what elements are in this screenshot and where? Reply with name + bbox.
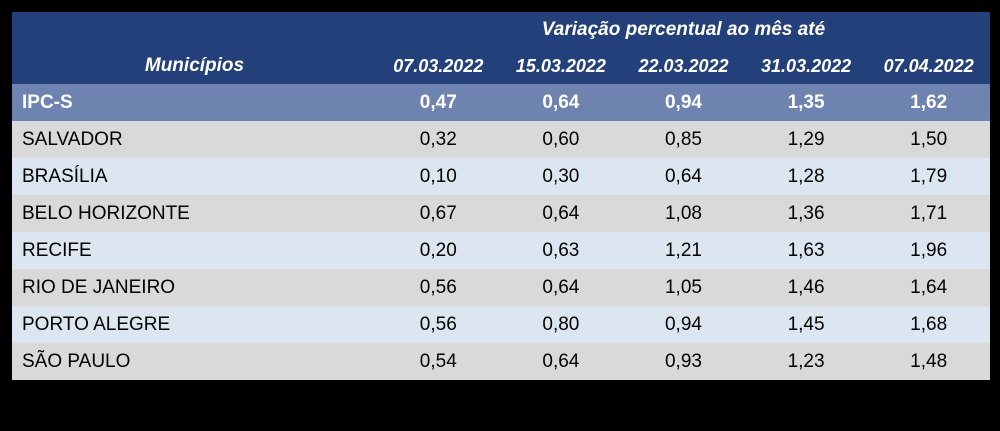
table-header: Variação percentual ao mês até Município… xyxy=(12,12,990,84)
table-cell: 0,85 xyxy=(664,128,702,150)
table-cell: 1,35 xyxy=(787,91,825,113)
table-cell: 1,46 xyxy=(787,276,825,298)
table-cell: 1,45 xyxy=(787,313,825,335)
table-row-ipcs: IPC-S 0,47 0,64 0,94 1,35 1,62 xyxy=(12,84,990,121)
table-cell: 1,63 xyxy=(787,239,825,261)
table-header-columns-row: Municípios 07.03.2022 15.03.2022 22.03.2… xyxy=(12,48,990,84)
table-cell: 0,54 xyxy=(419,350,457,372)
table-row-belo-horizonte: BELO HORIZONTE 0,67 0,64 1,08 1,36 1,71 xyxy=(12,195,990,232)
ipcs-variation-table: Variação percentual ao mês até Município… xyxy=(12,12,990,380)
table-cell: 1,29 xyxy=(787,128,825,150)
row-label: PORTO ALEGRE xyxy=(22,313,171,335)
table-cell: 0,60 xyxy=(542,128,580,150)
row-label: RIO DE JANEIRO xyxy=(22,276,176,298)
table-cell: 1,08 xyxy=(664,202,702,224)
table-cell: 0,64 xyxy=(542,91,580,113)
table-cell: 0,64 xyxy=(542,276,580,298)
table-cell: 1,36 xyxy=(787,202,825,224)
table-cell: 0,64 xyxy=(664,165,702,187)
row-label: BELO HORIZONTE xyxy=(22,202,190,224)
table-cell: 0,94 xyxy=(664,313,702,335)
table-row-salvador: SALVADOR 0,32 0,60 0,85 1,29 1,50 xyxy=(12,121,990,158)
table-cell: 0,63 xyxy=(542,239,580,261)
table-cell: 0,32 xyxy=(419,128,457,150)
row-label: SÃO PAULO xyxy=(22,350,131,372)
table-cell: 1,48 xyxy=(910,350,948,372)
table-row-rio-de-janeiro: RIO DE JANEIRO 0,56 0,64 1,05 1,46 1,64 xyxy=(12,269,990,306)
table-cell: 0,10 xyxy=(419,165,457,187)
table-title: Variação percentual ao mês até xyxy=(541,19,826,40)
table-cell: 0,64 xyxy=(542,202,580,224)
table-cell: 1,21 xyxy=(664,239,702,261)
table-cell: 1,50 xyxy=(910,128,948,150)
table-cell: 0,56 xyxy=(419,313,457,335)
table-row-sao-paulo: SÃO PAULO 0,54 0,64 0,93 1,23 1,48 xyxy=(12,343,990,380)
table-cell: 1,68 xyxy=(910,313,948,335)
table-cell: 1,23 xyxy=(787,350,825,372)
table-cell: 1,96 xyxy=(910,239,948,261)
table-cell: 0,47 xyxy=(419,91,457,113)
row-label: SALVADOR xyxy=(22,128,123,150)
table-cell: 0,30 xyxy=(542,165,580,187)
column-header-date-5: 07.04.2022 xyxy=(883,55,974,76)
table-cell: 1,79 xyxy=(910,165,948,187)
table-row-porto-alegre: PORTO ALEGRE 0,56 0,80 0,94 1,45 1,68 xyxy=(12,306,990,343)
table-cell: 1,62 xyxy=(910,91,948,113)
column-header-date-1: 07.03.2022 xyxy=(393,55,484,76)
column-header-date-4: 31.03.2022 xyxy=(761,55,852,76)
table-cell: 1,28 xyxy=(787,165,825,187)
row-label: RECIFE xyxy=(22,239,92,261)
table-cell: 0,67 xyxy=(419,202,457,224)
column-header-municipios: Municípios xyxy=(144,55,245,76)
row-label: BRASÍLIA xyxy=(22,165,108,187)
table-header-title-row: Variação percentual ao mês até xyxy=(12,12,990,48)
table-cell: 1,71 xyxy=(910,202,948,224)
table-cell: 0,94 xyxy=(664,91,702,113)
table-cell: 0,93 xyxy=(664,350,702,372)
table-cell: 0,80 xyxy=(542,313,580,335)
table-row-recife: RECIFE 0,20 0,63 1,21 1,63 1,96 xyxy=(12,232,990,269)
column-header-date-2: 15.03.2022 xyxy=(515,55,606,76)
table-cell: 0,64 xyxy=(542,350,580,372)
table-row-brasilia: BRASÍLIA 0,10 0,30 0,64 1,28 1,79 xyxy=(12,158,990,195)
table-cell: 0,56 xyxy=(419,276,457,298)
column-header-date-3: 22.03.2022 xyxy=(638,55,729,76)
table-cell: 0,20 xyxy=(419,239,457,261)
header-spacer xyxy=(12,12,377,48)
row-label: IPC-S xyxy=(22,91,73,113)
table-cell: 1,05 xyxy=(664,276,702,298)
table-cell: 1,64 xyxy=(910,276,948,298)
